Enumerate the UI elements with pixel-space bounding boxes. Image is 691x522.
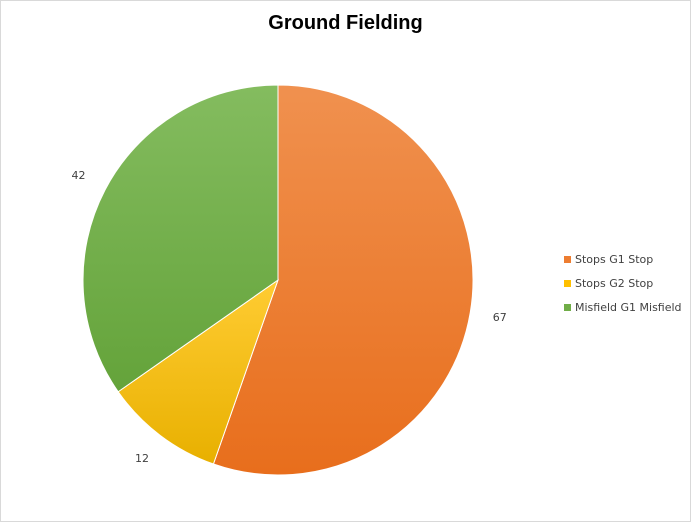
- legend-label-misfield-g1-misfield: Misfield G1 Misfield: [575, 300, 682, 314]
- data-label-stops-g1-stop: 67: [493, 311, 507, 324]
- legend-swatch-stops-g2-stop: [564, 279, 571, 287]
- legend-item-stops-g1-stop: Stops G1 Stop: [564, 247, 682, 271]
- chart-legend: Stops G1 Stop Stops G2 Stop Misfield G1 Mi…: [564, 247, 682, 319]
- legend-label-stops-g1-stop: Stops G1 Stop: [575, 252, 654, 266]
- legend-item-stops-g2-stop: Stops G2 Stop: [564, 271, 682, 295]
- pie-slice-misfield-g1-misfield: [82, 84, 279, 393]
- legend-label-stops-g2-stop: Stops G2 Stop: [575, 276, 654, 290]
- data-label-stops-g2-stop: 12: [135, 452, 149, 465]
- legend-swatch-misfield-g1-misfield: [564, 303, 571, 311]
- legend-item-misfield-g1-misfield: Misfield G1 Misfield: [564, 295, 682, 319]
- chart-title: Ground Fielding: [268, 12, 423, 34]
- pie-slice-stops-g2-stop: [117, 278, 279, 465]
- data-label-misfield-g1-misfield: 42: [71, 169, 85, 182]
- legend-swatch-stops-g1-stop: [564, 255, 571, 263]
